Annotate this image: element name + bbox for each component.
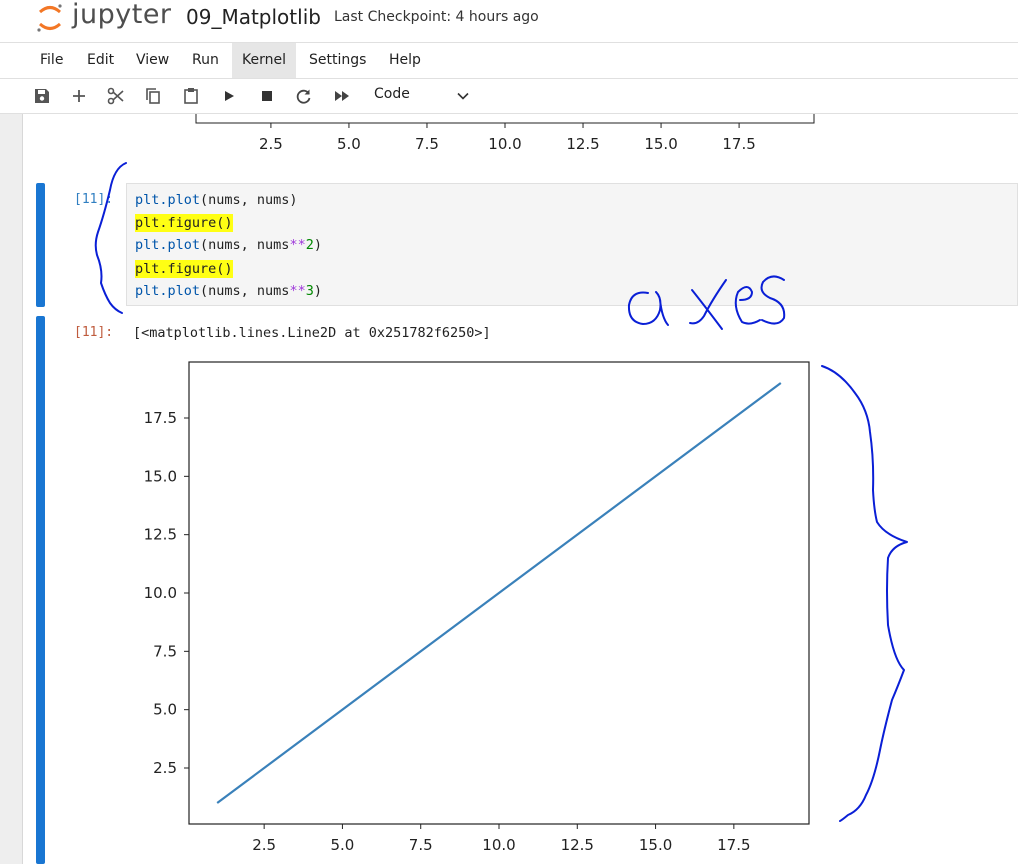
code-line-highlighted: plt.figure() <box>135 214 233 232</box>
left-gutter <box>0 114 23 864</box>
jupyter-logo-icon <box>37 4 62 32</box>
menu-kernel[interactable]: Kernel <box>232 43 296 78</box>
paste-icon[interactable] <box>181 86 201 106</box>
y-tick-label: 5.0 <box>153 701 177 719</box>
top-bar: jupyter 09_Matplotlib Last Checkpoint: 4… <box>0 0 1018 43</box>
cut-icon[interactable] <box>106 86 126 106</box>
code-line-highlighted: plt.figure() <box>135 260 233 278</box>
checkpoint-status: Last Checkpoint: 4 hours ago <box>334 9 539 25</box>
menu-help[interactable]: Help <box>389 52 421 68</box>
handwritten-a <box>627 291 669 326</box>
series-line <box>216 382 782 804</box>
y-tick-label: 7.5 <box>153 642 177 660</box>
y-tick-label: 12.5 <box>144 526 177 544</box>
prev-x-tick-label: 15.0 <box>644 135 677 153</box>
code-editor[interactable]: plt.plot(nums, nums) plt.figure() plt.pl… <box>126 183 1018 306</box>
restart-icon[interactable] <box>294 86 314 106</box>
handwritten-x <box>689 279 727 330</box>
previous-plot-axis: 2.5 5.0 7.5 10.0 12.5 15.0 17.5 <box>195 114 815 153</box>
save-icon[interactable] <box>32 86 52 106</box>
prev-x-tick-label: 10.0 <box>488 135 521 153</box>
menu-settings[interactable]: Settings <box>309 52 367 68</box>
y-tick-label: 2.5 <box>153 759 177 777</box>
x-tick-label: 7.5 <box>409 836 433 854</box>
stop-icon[interactable] <box>257 86 277 106</box>
notebook-title[interactable]: 09_Matplotlib <box>186 5 321 29</box>
prev-x-tick-label: 17.5 <box>722 135 755 153</box>
input-prompt: [11]: <box>74 192 114 207</box>
code-line: plt.plot(nums, nums**3) <box>135 283 322 299</box>
run-all-icon[interactable] <box>332 86 352 106</box>
output-prompt: [11]: <box>74 325 114 340</box>
x-tick-label: 12.5 <box>561 836 594 854</box>
x-tick-label: 15.0 <box>639 836 672 854</box>
handwritten-s <box>760 275 786 325</box>
menu-run[interactable]: Run <box>192 52 219 68</box>
cell-type-select[interactable]: Code <box>374 86 410 102</box>
handwritten-e <box>734 286 761 325</box>
output-text: [<matplotlib.lines.Line2D at 0x251782f62… <box>133 325 491 341</box>
x-tick-label: 17.5 <box>717 836 750 854</box>
menu-view[interactable]: View <box>136 52 170 68</box>
run-icon[interactable] <box>219 86 239 106</box>
prev-x-tick-label: 2.5 <box>259 135 283 153</box>
menu-edit[interactable]: Edit <box>87 52 115 68</box>
jupyter-wordmark: jupyter <box>72 0 172 30</box>
y-tick-label: 15.0 <box>144 467 177 485</box>
cell-output-collapser[interactable] <box>36 316 45 864</box>
left-brace-mark <box>94 162 127 314</box>
x-tick-label: 10.0 <box>482 836 515 854</box>
copy-icon[interactable] <box>143 86 163 106</box>
cell-input-collapser[interactable] <box>36 183 45 307</box>
prev-x-tick-label: 12.5 <box>566 135 599 153</box>
code-line: plt.plot(nums, nums) <box>135 192 298 208</box>
prev-x-tick-label: 7.5 <box>415 135 439 153</box>
right-brace-mark <box>821 365 908 822</box>
add-cell-icon[interactable] <box>69 86 89 106</box>
x-tick-label: 2.5 <box>252 836 276 854</box>
y-tick-label: 17.5 <box>144 409 177 427</box>
x-tick-label: 5.0 <box>331 836 355 854</box>
menu-file[interactable]: File <box>40 52 64 68</box>
chevron-down-icon[interactable] <box>456 89 470 103</box>
code-line: plt.plot(nums, nums**2) <box>135 237 322 253</box>
notebook-toolbar <box>0 79 1018 114</box>
prev-x-tick-label: 5.0 <box>337 135 361 153</box>
menu-bar: File Edit View Run Kernel Settings Help <box>0 43 1018 79</box>
y-tick-label: 10.0 <box>144 584 177 602</box>
